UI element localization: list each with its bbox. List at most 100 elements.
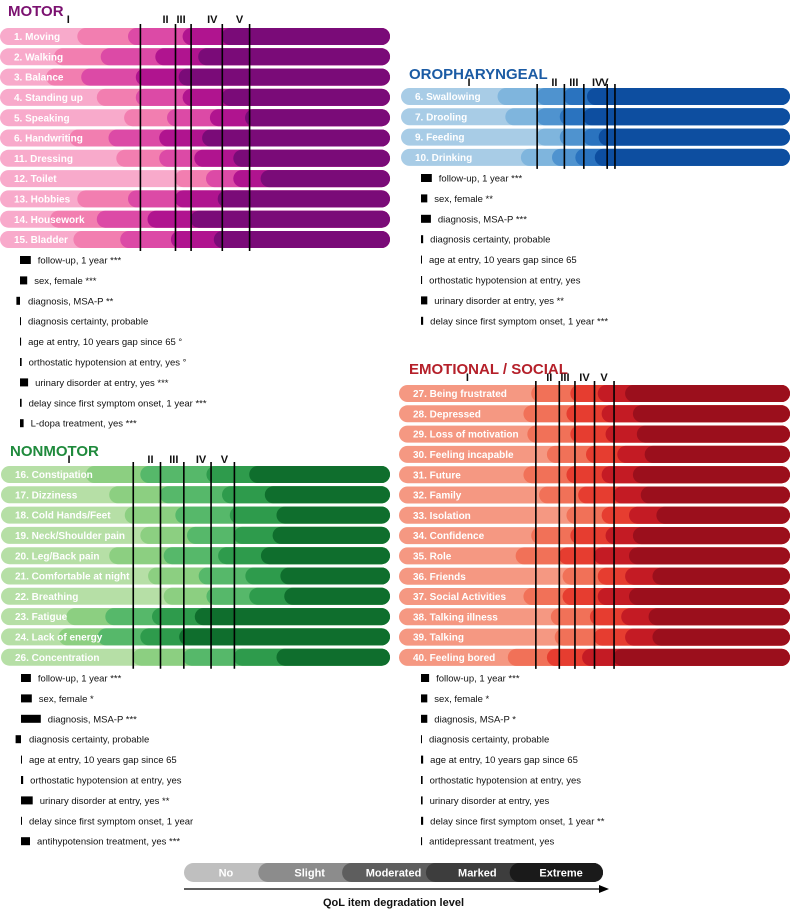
item-label: 3. Balance (14, 73, 64, 84)
degradation-legend: No Slight Moderated Marked Extreme QoL item d… (184, 863, 609, 909)
bar-segment-extreme (276, 506, 390, 524)
item-label: 6. Handwriting (14, 134, 83, 145)
bar-segment-extreme (202, 129, 390, 147)
covariate-label: orthostatic hypotension at entry, yes (430, 776, 582, 787)
covariate-row: orthostatic hypotension at entry, yes ° (20, 358, 187, 369)
covariate-effect-bar (20, 317, 21, 326)
covariate-label: follow-up, 1 year *** (38, 674, 122, 685)
covariate-effect-bar (421, 694, 428, 703)
item-row: 14. Housework (0, 210, 391, 228)
covariate-row: diagnosis, MSA-P * (421, 714, 516, 725)
item-row: 6. Swallowing (401, 88, 790, 105)
item-row: 20. Leg/Back pain (1, 547, 390, 565)
stage-label: IV (579, 372, 590, 384)
covariate-label: diagnosis certainty, probable (28, 317, 148, 328)
item-row: 1. Moving (0, 28, 391, 45)
covariate-effect-bar (421, 235, 424, 244)
covariate-row: sex, female *** (20, 276, 97, 287)
covariate-label: sex, female *** (34, 276, 97, 287)
bar-segment-extreme (213, 231, 390, 248)
covariate-row: delay since first symptom onset, 1 year … (421, 316, 608, 327)
bar-segment-extreme (644, 445, 790, 463)
covariate-effect-bar (421, 837, 423, 846)
bar-segment-extreme (179, 628, 390, 646)
covariate-row: delay since first symptom onset, 1 year (21, 816, 193, 827)
item-row: 27. Being frustrated (399, 385, 790, 402)
covariate-row: sex, female * (21, 694, 94, 705)
bar-segment-extreme (625, 385, 790, 402)
covariate-effect-bar (421, 714, 428, 723)
covariate-row: antidepressant treatment, yes (421, 837, 554, 848)
covariate-effect-bar (421, 755, 424, 764)
bar-segment-extreme (632, 527, 790, 545)
bar-segment-extreme (245, 109, 390, 127)
motor-title: MOTOR (8, 3, 64, 20)
bar-segment-extreme (652, 628, 790, 646)
covariate-label: age at entry, 10 years gap since 65 (430, 755, 578, 766)
item-row: 31. Future (399, 466, 790, 484)
covariate-row: diagnosis certainty, probable (20, 317, 148, 328)
panel-nonmotor: NONMOTOR 16. Constipation 17. Dizziness 18.… (1, 443, 391, 848)
item-label: 15. Bladder (14, 235, 68, 246)
item-label: 32. Family (413, 491, 462, 502)
bar-segment-extreme (221, 88, 390, 106)
covariate-effect-bar (421, 316, 424, 325)
item-row: 6. Handwriting (0, 129, 390, 147)
covariate-row: diagnosis certainty, probable (421, 735, 549, 746)
item-row: 3. Balance (0, 68, 390, 86)
covariate-effect-bar (421, 674, 430, 682)
item-label: 10. Drinking (415, 153, 472, 164)
covariate-label: orthostatic hypotension at entry, yes (30, 776, 182, 787)
covariate-effect-bar (421, 776, 423, 784)
covariate-effect-bar (16, 296, 20, 305)
bar-segment-extreme (233, 149, 390, 167)
item-label: 30. Feeling incapable (413, 450, 514, 461)
item-label: 11. Dressing (14, 154, 73, 165)
bar-segment-extreme (632, 466, 790, 484)
covariate-row: diagnosis certainty, probable (15, 735, 149, 746)
item-row: 17. Dizziness (1, 486, 390, 504)
covariate-effect-bar (20, 276, 28, 285)
bar-segment-extreme (260, 547, 390, 565)
legend-label: Moderated (366, 868, 422, 880)
covariate-label: L-dopa treatment, yes *** (31, 419, 137, 430)
panel-emotional: EMOTIONAL / SOCIAL 27. Being frustrated 28… (399, 361, 790, 848)
stage-label: IV (196, 454, 207, 466)
covariate-effect-bar (20, 398, 22, 407)
legend-label: Marked (458, 868, 497, 880)
stage-label: III (177, 14, 186, 26)
item-label: 28. Depressed (413, 409, 481, 420)
covariate-effect-bar (421, 194, 428, 203)
covariate-label: sex, female ** (434, 194, 493, 205)
covariate-row: delay since first symptom onset, 1 year … (20, 398, 207, 409)
oropharyngeal-title: OROPHARYNGEAL (409, 66, 548, 83)
covariate-effect-bar (20, 256, 31, 264)
item-label: 40. Feeling bored (413, 653, 495, 664)
item-row: 22. Breathing (1, 587, 390, 605)
covariate-effect-bar (20, 378, 29, 387)
legend-label: Slight (294, 868, 325, 880)
item-row: 18. Cold Hands/Feet (1, 506, 390, 524)
item-label: 12. Toilet (14, 174, 57, 185)
covariate-label: diagnosis certainty, probable (29, 735, 149, 746)
covariate-row: age at entry, 10 years gap since 65 ° (20, 337, 182, 348)
covariate-label: delay since first symptom onset, 1 year … (430, 316, 608, 327)
item-label: 29. Loss of motivation (413, 430, 519, 441)
item-row: 29. Loss of motivation (399, 425, 790, 443)
stage-label: V (236, 14, 244, 26)
covariate-row: orthostatic hypotension at entry, yes (21, 776, 182, 787)
covariate-row: age at entry, 10 years gap since 65 (421, 755, 578, 766)
covariate-effect-bar (21, 816, 22, 825)
stage-label: IV (207, 14, 218, 26)
covariate-effect-bar (21, 674, 31, 682)
item-label: 21. Comfortable at night (15, 572, 130, 583)
bar-segment-extreme (629, 547, 790, 565)
stage-label: III (169, 454, 178, 466)
legend-arrow-head (599, 885, 609, 893)
bar-segment-extreme (198, 48, 390, 66)
covariate-row: age at entry, 10 years gap since 65 (21, 755, 177, 766)
item-row: 7. Drooling (401, 108, 790, 126)
covariate-label: age at entry, 10 years gap since 65 ° (28, 337, 182, 348)
covariate-label: orthostatic hypotension at entry, yes ° (29, 358, 187, 369)
